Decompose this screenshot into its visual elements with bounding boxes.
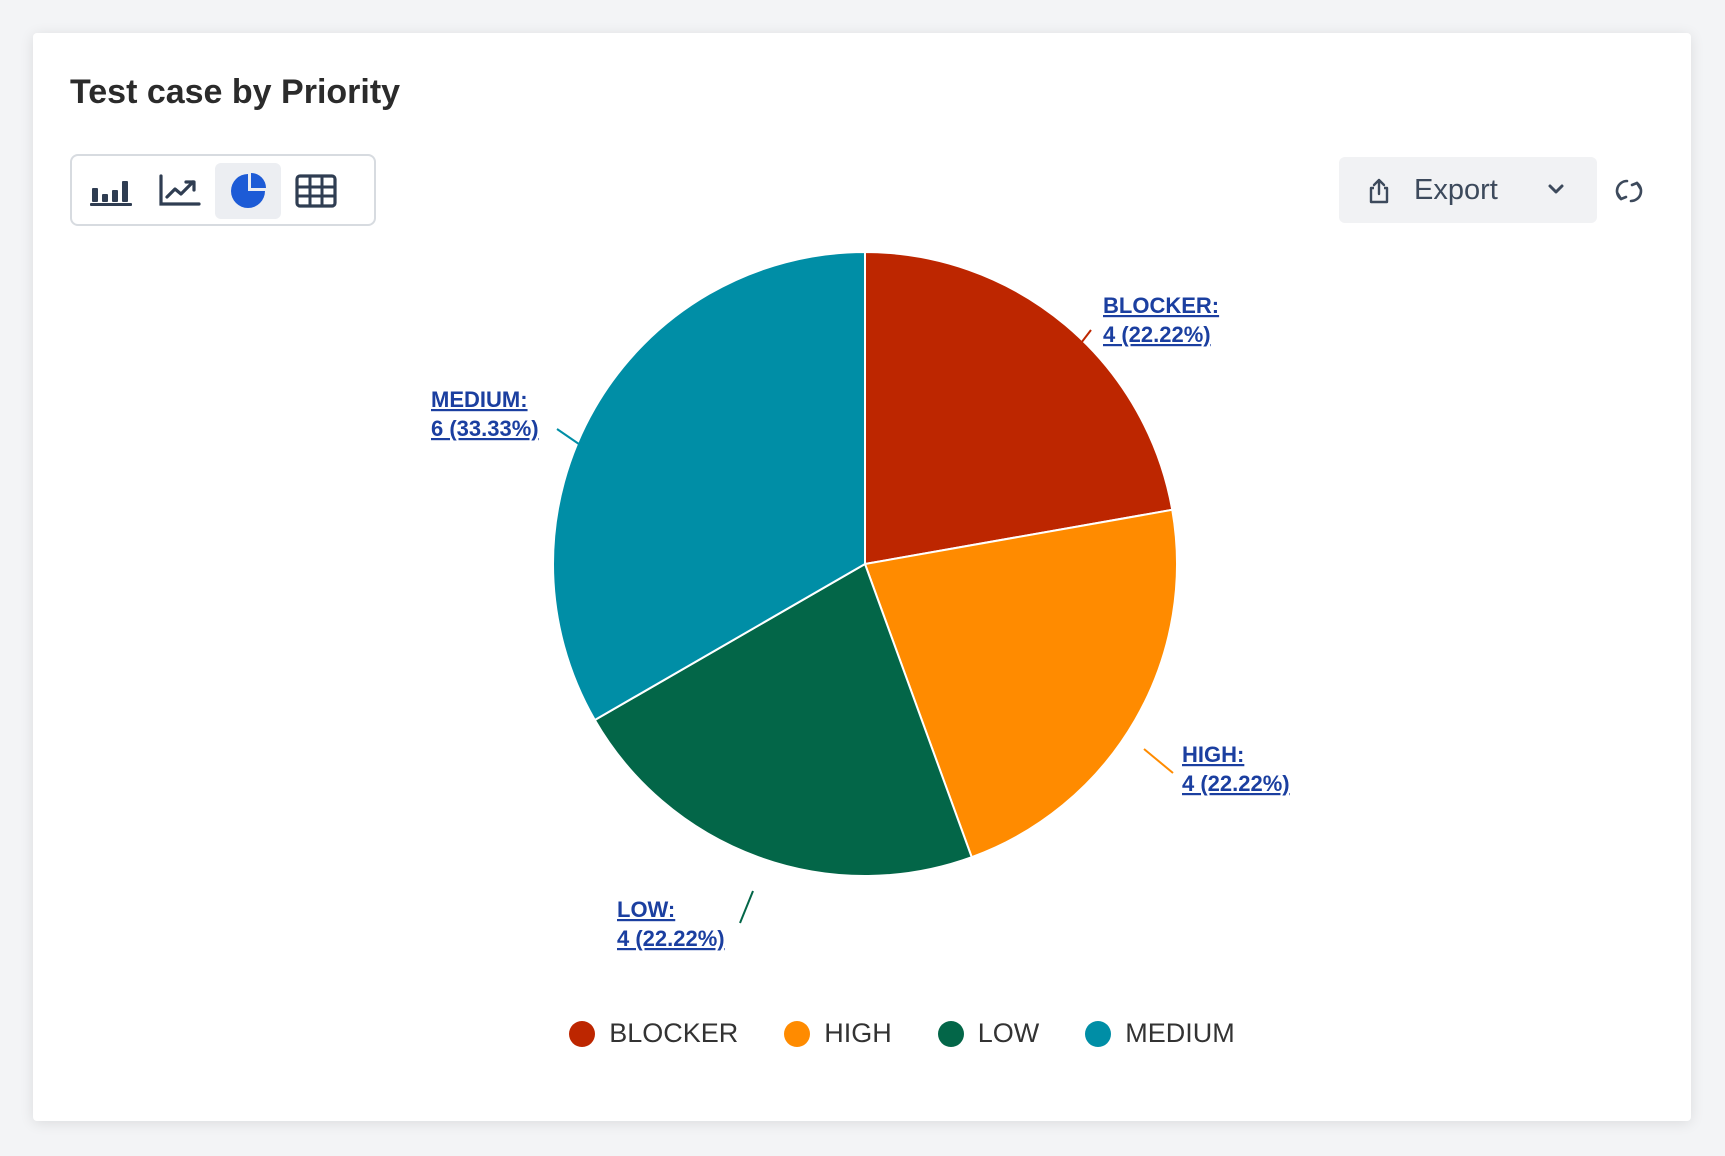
slice-label-high-value[interactable]: 4 (22.22%) xyxy=(1182,771,1290,796)
bar-chart-view-button[interactable] xyxy=(79,163,145,219)
pie-slice-low[interactable] xyxy=(593,562,973,877)
pie-slices xyxy=(552,250,1178,877)
slice-label-low-name[interactable]: LOW: xyxy=(617,897,675,922)
legend-item-high[interactable]: HIGH xyxy=(784,1018,892,1049)
bar-chart-icon xyxy=(90,181,132,206)
pie-slice-blocker[interactable] xyxy=(864,250,1174,566)
leader-line-blocker xyxy=(1067,329,1092,361)
slice-label-blocker-value[interactable]: 4 (22.22%) xyxy=(1103,322,1211,347)
chevron-down-icon xyxy=(1548,184,1564,194)
legend-marker xyxy=(937,1020,964,1047)
export-label: Export xyxy=(1414,174,1498,206)
legend-item-low[interactable]: LOW xyxy=(937,1018,1040,1049)
pie-slice-medium[interactable] xyxy=(552,250,866,722)
legend-label: LOW xyxy=(977,1018,1040,1048)
table-icon xyxy=(295,174,337,208)
legend-label: BLOCKER xyxy=(609,1018,739,1048)
chart-card: Test case by Priority xyxy=(33,33,1691,1121)
table-view-button[interactable] xyxy=(283,163,349,219)
legend-item-medium[interactable]: MEDIUM xyxy=(1085,1018,1235,1049)
export-button[interactable]: Export xyxy=(1339,157,1597,223)
chart-legend: BLOCKER HIGH LOW MEDIUM xyxy=(33,1018,1691,1049)
view-switcher xyxy=(70,154,376,226)
legend-label: HIGH xyxy=(824,1018,892,1048)
line-chart-icon xyxy=(159,174,201,206)
slice-label-blocker-name[interactable]: BLOCKER: xyxy=(1103,293,1219,318)
legend-marker xyxy=(1085,1020,1112,1047)
refresh-icon xyxy=(1615,179,1643,203)
slice-label-high-name[interactable]: HIGH: xyxy=(1182,742,1244,767)
refresh-button[interactable] xyxy=(1611,173,1647,209)
slice-label-medium-value[interactable]: 6 (33.33%) xyxy=(431,416,539,441)
chart-title: Test case by Priority xyxy=(70,73,401,111)
slice-labels: BLOCKER: 4 (22.22%) HIGH: 4 (22.22%) LOW: 4 (… xyxy=(431,293,1290,951)
leader-line-high xyxy=(1143,748,1174,774)
legend-item-blocker[interactable]: BLOCKER xyxy=(569,1018,738,1049)
pie-chart-view-button[interactable] xyxy=(215,163,281,219)
pie-chart: BLOCKER: 4 (22.22%) HIGH: 4 (22.22%) LOW: 4 (… xyxy=(431,250,1290,951)
pie-chart-icon xyxy=(231,173,266,208)
leader-line-medium xyxy=(556,428,593,454)
slice-label-medium-name[interactable]: MEDIUM: xyxy=(431,387,528,412)
pie-slice-high[interactable] xyxy=(863,508,1178,859)
slice-label-low-value[interactable]: 4 (22.22%) xyxy=(617,926,725,951)
legend-marker xyxy=(569,1020,596,1047)
leader-line-low xyxy=(739,890,754,924)
leader-lines xyxy=(556,329,1174,924)
legend-marker xyxy=(784,1020,811,1047)
line-chart-view-button[interactable] xyxy=(147,163,213,219)
legend-label: MEDIUM xyxy=(1125,1018,1235,1048)
share-icon xyxy=(1369,178,1389,204)
